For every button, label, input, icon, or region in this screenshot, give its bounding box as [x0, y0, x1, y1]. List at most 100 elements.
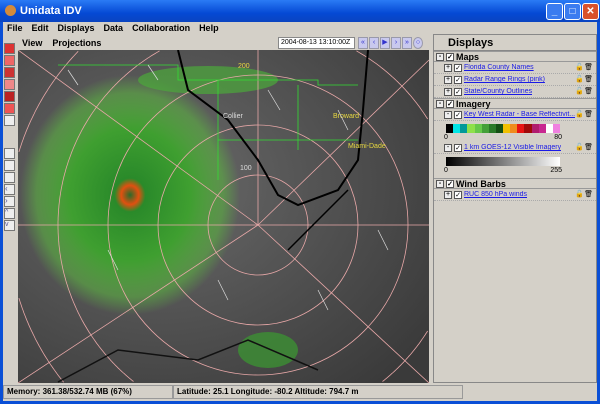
view-bottom-icon[interactable]	[4, 55, 15, 66]
play-button[interactable]: ▶	[380, 37, 390, 49]
menu-displays[interactable]: Displays	[57, 23, 95, 33]
color-swatch	[510, 124, 518, 133]
map-canvas[interactable]: 200 Collier Broward Miami-Dade 100	[18, 50, 429, 383]
visibility-checkbox[interactable]: ✓	[454, 63, 462, 72]
expand-icon[interactable]: +	[444, 190, 452, 199]
display-link[interactable]: State/County Outlines	[464, 88, 533, 95]
maximize-button[interactable]: □	[564, 3, 581, 20]
zoom-in-icon[interactable]	[4, 148, 15, 159]
home-icon[interactable]	[4, 172, 15, 183]
color-swatch	[517, 124, 525, 133]
zoom-out-icon[interactable]	[4, 160, 15, 171]
main-area: File Edit Displays Data Collaboration He…	[3, 22, 597, 401]
displays-title: Displays	[434, 35, 596, 51]
visibility-checkbox[interactable]: ✓	[454, 190, 462, 199]
lock-trash-icons[interactable]: 🔓🗑	[575, 87, 593, 95]
color-swatch	[453, 124, 461, 133]
radar-color-scale	[446, 124, 560, 133]
animation-settings-button[interactable]: ○	[413, 37, 423, 49]
display-key-west-radar: - ✓ Key West Radar - Base Reflectivit... 🔓🗑	[434, 109, 596, 121]
group-imagery[interactable]: - ✓ Imagery	[434, 98, 596, 109]
label-collier: Collier	[223, 113, 244, 120]
view-west-icon[interactable]	[4, 103, 15, 114]
range-ring	[18, 51, 79, 383]
view-south-icon[interactable]	[4, 91, 15, 102]
reset-view-icon[interactable]	[4, 115, 15, 126]
display-link[interactable]: Key West Radar - Base Reflectivit...	[464, 111, 576, 118]
collapse-icon[interactable]: -	[444, 110, 452, 119]
view-east-icon[interactable]	[4, 79, 15, 90]
minimize-button[interactable]: _	[546, 3, 563, 20]
collapse-icon[interactable]: -	[436, 179, 444, 188]
visibility-checkbox[interactable]: ✓	[454, 75, 462, 84]
radar-reflectivity	[20, 75, 240, 315]
window-title: Unidata IDV	[20, 5, 82, 17]
collapse-icon[interactable]: -	[444, 143, 452, 152]
wind-barbs	[67, 64, 389, 311]
color-swatch	[467, 124, 475, 133]
coastline	[177, 50, 369, 207]
display-link[interactable]: Florida County Names	[464, 64, 534, 71]
collapse-icon[interactable]: -	[436, 99, 444, 108]
lock-trash-icons[interactable]: 🔓🗑	[575, 190, 593, 198]
pan-right-icon[interactable]: ›	[4, 196, 15, 207]
radar-cell	[238, 332, 298, 368]
menu-help[interactable]: Help	[199, 23, 219, 33]
view-north-icon[interactable]	[4, 67, 15, 78]
first-frame-button[interactable]: «	[358, 37, 368, 49]
cuba-coast	[57, 339, 319, 383]
view-toolbar: ‹ › ^ v	[3, 42, 17, 231]
vis-scale-min: 0	[444, 167, 448, 174]
menu-data[interactable]: Data	[103, 23, 124, 33]
display-goes-visible: - ✓ 1 km GOES-12 Visible Imagery 🔓🗑	[434, 142, 596, 154]
close-button[interactable]: ✕	[582, 3, 599, 20]
lock-trash-icons[interactable]: 🔓🗑	[575, 63, 593, 71]
pan-down-icon[interactable]: v	[4, 220, 15, 231]
lock-trash-icons[interactable]: 🔓🗑	[575, 110, 593, 118]
projections-menu[interactable]: Projections	[52, 38, 102, 48]
expand-icon[interactable]: +	[444, 75, 452, 84]
menu-bar: File Edit Displays Data Collaboration He…	[3, 22, 597, 35]
color-swatch	[488, 124, 496, 133]
color-swatch	[552, 124, 560, 133]
collapse-icon[interactable]: -	[436, 52, 444, 61]
step-back-button[interactable]: ‹	[369, 37, 379, 49]
menu-collaboration[interactable]: Collaboration	[132, 23, 191, 33]
lock-trash-icons[interactable]: 🔓🗑	[575, 75, 593, 83]
color-swatch	[538, 124, 546, 133]
group-maps[interactable]: - ✓ Maps	[434, 51, 596, 62]
visibility-checkbox[interactable]: ✓	[454, 110, 462, 119]
time-selector[interactable]: 2004-08-13 13:10:00Z ▼	[278, 37, 355, 56]
menu-file[interactable]: File	[7, 23, 23, 33]
view-menu[interactable]: View	[22, 38, 43, 48]
display-link[interactable]: Radar Range Rings (pink)	[464, 76, 545, 83]
display-link[interactable]: RUC 850 hPa winds	[464, 191, 528, 198]
expand-icon[interactable]: +	[444, 87, 452, 96]
last-frame-button[interactable]: »	[402, 37, 412, 49]
position-readout: Latitude: 25.1 Longitude: -80.2 Altitude…	[173, 385, 463, 399]
visibility-checkbox[interactable]: ✓	[446, 179, 454, 188]
color-swatch	[481, 124, 489, 133]
group-label: Imagery	[456, 98, 491, 109]
visibility-checkbox[interactable]: ✓	[454, 87, 462, 96]
pan-left-icon[interactable]: ‹	[4, 184, 15, 195]
ring-label-100: 100	[240, 165, 252, 172]
pan-up-icon[interactable]: ^	[4, 208, 15, 219]
view-top-icon[interactable]	[4, 43, 15, 54]
label-broward: Broward	[333, 113, 359, 120]
expand-icon[interactable]: +	[444, 63, 452, 72]
radar-scale-min: 0	[444, 134, 448, 141]
group-wind-barbs[interactable]: - ✓ Wind Barbs	[434, 178, 596, 189]
display-link[interactable]: 1 km GOES-12 Visible Imagery	[464, 144, 562, 151]
visibility-checkbox[interactable]: ✓	[454, 143, 462, 152]
color-swatch	[531, 124, 539, 133]
range-rings	[18, 50, 429, 383]
group-label: Maps	[456, 51, 480, 62]
lock-trash-icons[interactable]: 🔓🗑	[575, 143, 593, 151]
menu-edit[interactable]: Edit	[31, 23, 49, 33]
map-display[interactable]: 200 Collier Broward Miami-Dade 100	[18, 50, 429, 383]
step-forward-button[interactable]: ›	[391, 37, 401, 49]
visibility-checkbox[interactable]: ✓	[446, 52, 454, 61]
visibility-checkbox[interactable]: ✓	[446, 99, 454, 108]
